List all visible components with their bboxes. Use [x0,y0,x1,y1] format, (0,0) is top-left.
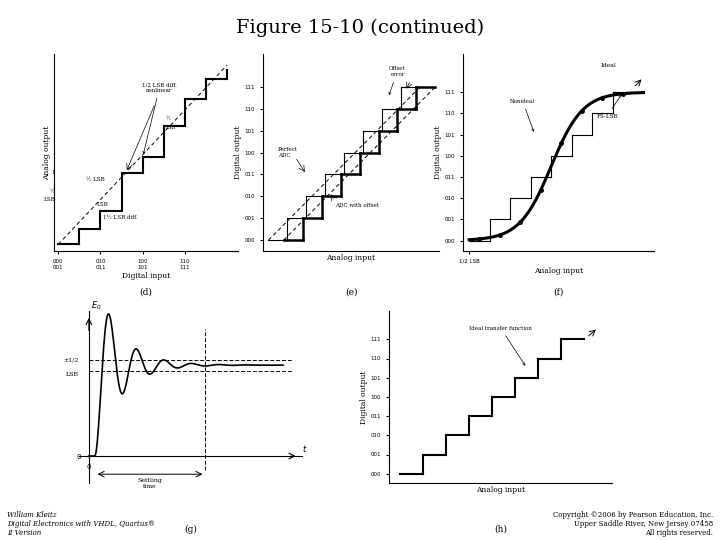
Text: FS-LSB: FS-LSB [596,95,621,119]
Text: LSB: LSB [96,201,108,207]
Text: Perfect
ADC: Perfect ADC [278,147,298,158]
Text: (f): (f) [553,287,564,296]
Text: $t$: $t$ [302,443,308,454]
Text: Settling
time: Settling time [138,478,163,489]
Text: ½: ½ [166,117,171,122]
Text: Copyright ©2006 by Pearson Education, Inc.
Upper Saddle River, New Jersey 07458
: Copyright ©2006 by Pearson Education, In… [552,511,713,537]
Text: Nonideal: Nonideal [510,99,535,131]
X-axis label: Digital input: Digital input [122,272,170,280]
Text: LSB: LSB [166,125,176,131]
X-axis label: Analog input: Analog input [476,486,525,494]
X-axis label: Analog input: Analog input [326,254,376,262]
Text: 1½ LSB diff.: 1½ LSB diff. [102,215,138,220]
Text: (g): (g) [184,524,197,534]
Text: Ideal transfer function: Ideal transfer function [469,326,532,365]
Text: Ideal: Ideal [600,63,616,68]
Text: LSB: LSB [66,373,79,377]
Y-axis label: Analog output: Analog output [43,125,51,180]
Text: Offset
error: Offset error [389,66,406,94]
Text: Figure 15-10 (continued): Figure 15-10 (continued) [236,19,484,37]
Text: ½ LSB: ½ LSB [86,177,104,181]
Text: (e): (e) [345,287,357,296]
Y-axis label: Digital output: Digital output [360,370,368,424]
Text: (h): (h) [494,525,507,534]
Text: $E_0$: $E_0$ [91,300,102,312]
Text: 1: 1 [52,170,55,175]
Text: (d): (d) [140,287,152,296]
Text: LSB: LSB [43,197,55,202]
Text: ADC with offset: ADC with offset [335,203,379,208]
Text: ½: ½ [50,189,55,194]
Text: 1/2 LSB diff.
nonlinear: 1/2 LSB diff. nonlinear [142,82,177,153]
Y-axis label: Digital output: Digital output [434,126,442,179]
X-axis label: Analog input: Analog input [534,267,583,274]
Text: William Kleitz
Digital Electronics with VHDL, Quartus®
II Version: William Kleitz Digital Electronics with … [7,511,156,537]
Y-axis label: Digital output: Digital output [234,126,242,179]
Text: ±1/2: ±1/2 [64,357,79,362]
